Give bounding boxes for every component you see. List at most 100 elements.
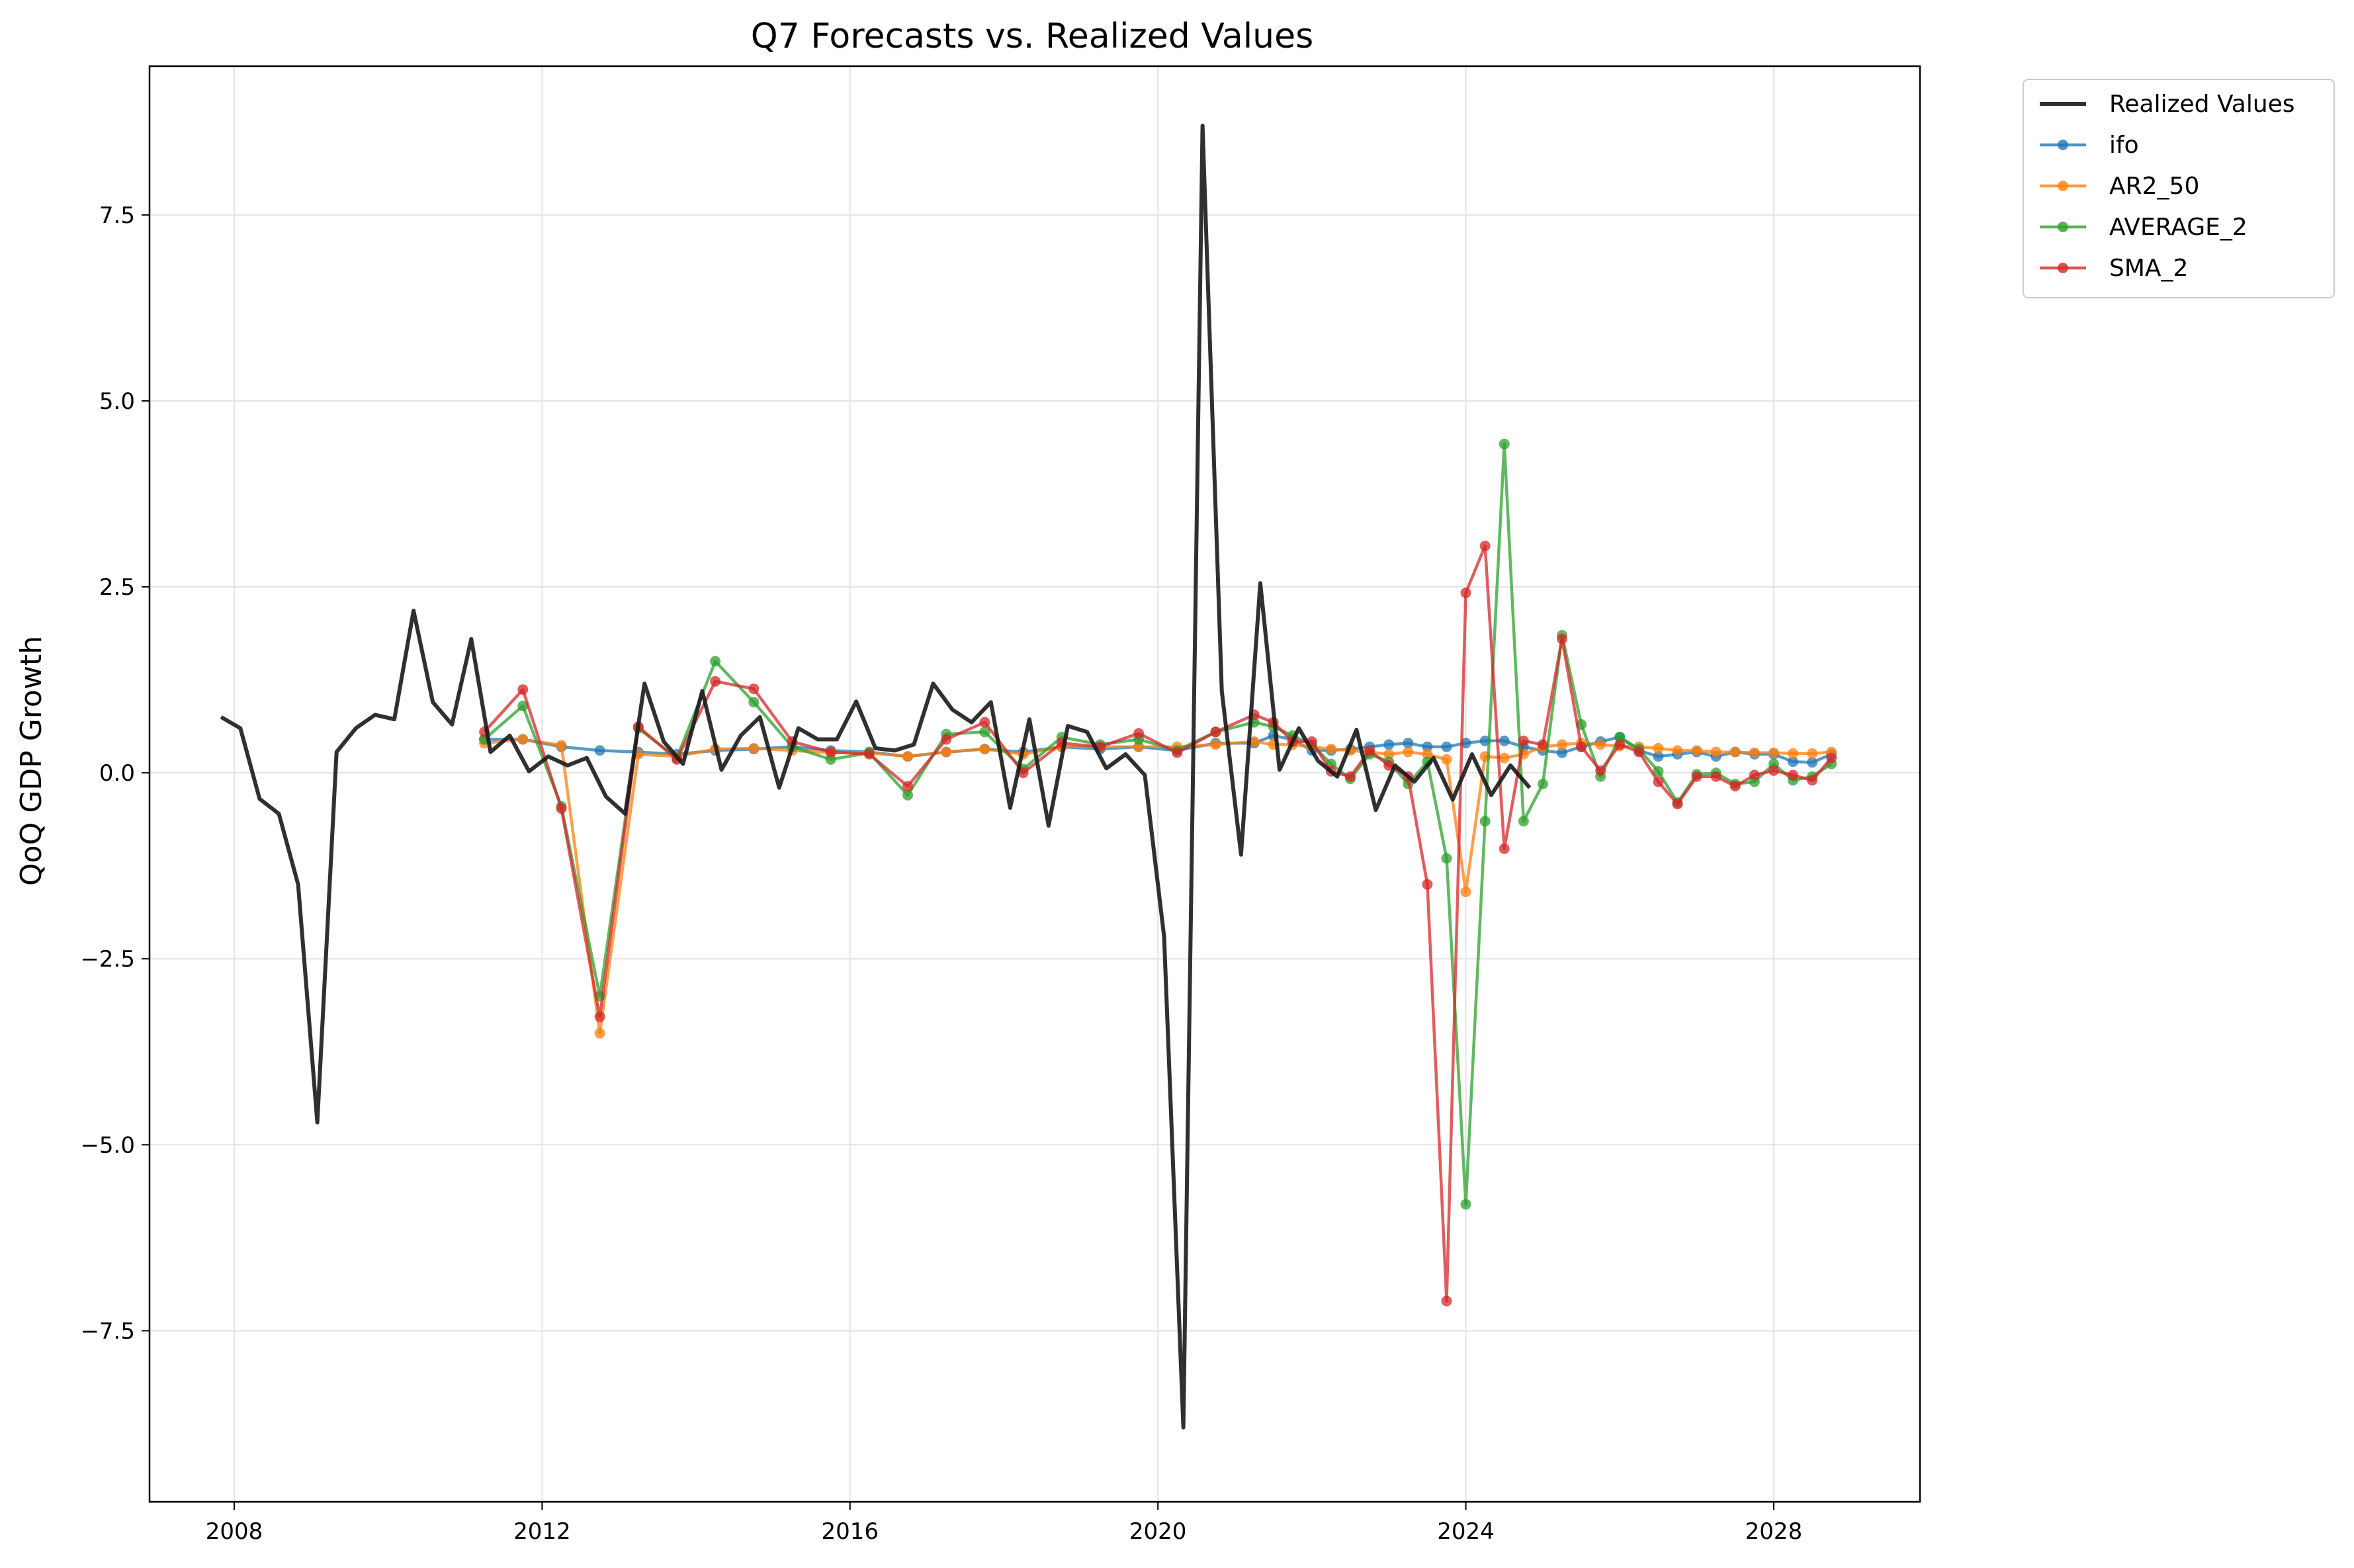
data-point-sma-2 bbox=[1479, 541, 1491, 552]
legend-label: Realized Values bbox=[2109, 91, 2295, 118]
legend: Realized Values ifo AR2_50 AVERAGE_2 SMA_2 bbox=[2023, 79, 2335, 298]
legend-box bbox=[2023, 79, 2335, 298]
legend-item-ifo: ifo bbox=[2040, 132, 2139, 159]
legend-item-ar2-50: AR2_50 bbox=[2040, 173, 2199, 200]
data-point-ifo bbox=[1653, 751, 1664, 762]
data-point-sma-2 bbox=[710, 675, 721, 687]
data-point-ifo bbox=[1441, 741, 1452, 752]
data-point-ar2-50 bbox=[1248, 736, 1260, 747]
series-realized-values bbox=[220, 123, 1532, 1430]
y-tick-label: 7.5 bbox=[99, 202, 135, 229]
data-point-sma-2 bbox=[1460, 588, 1471, 599]
data-point-ar2-50 bbox=[1788, 748, 1799, 759]
legend-label: AVERAGE_2 bbox=[2109, 214, 2247, 241]
data-point-average-2 bbox=[825, 754, 836, 765]
data-point-sma-2 bbox=[1576, 741, 1587, 752]
data-point-ar2-50 bbox=[1441, 754, 1452, 765]
data-point-average-2 bbox=[1441, 853, 1452, 864]
data-point-sma-2 bbox=[1634, 746, 1645, 758]
data-point-ar2-50 bbox=[1710, 746, 1722, 758]
data-point-ar2-50 bbox=[517, 734, 529, 745]
data-point-sma-2 bbox=[1422, 879, 1433, 890]
data-point-sma-2 bbox=[1172, 747, 1183, 758]
data-point-sma-2 bbox=[748, 683, 760, 695]
x-tick-label: 2008 bbox=[206, 1518, 263, 1545]
data-point-sma-2 bbox=[1018, 767, 1029, 779]
data-point-sma-2 bbox=[1133, 728, 1145, 739]
data-point-sma-2 bbox=[1518, 735, 1529, 746]
data-point-sma-2 bbox=[1364, 745, 1375, 756]
data-point-average-2 bbox=[902, 789, 914, 801]
data-point-sma-2 bbox=[863, 749, 875, 760]
data-point-ifo bbox=[594, 745, 605, 756]
data-point-sma-2 bbox=[902, 781, 914, 792]
legend-label: AR2_50 bbox=[2109, 173, 2199, 200]
data-point-sma-2 bbox=[1441, 1295, 1452, 1307]
data-point-sma-2 bbox=[1537, 739, 1548, 750]
x-tick-label: 2012 bbox=[513, 1518, 571, 1545]
y-tick-label: 5.0 bbox=[99, 388, 135, 415]
data-point-average-2 bbox=[748, 697, 760, 708]
y-axis-label: QoQ GDP Growth bbox=[15, 636, 48, 886]
data-point-ar2-50 bbox=[748, 743, 760, 754]
data-point-ar2-50 bbox=[902, 751, 914, 762]
data-point-ar2-50 bbox=[1768, 747, 1779, 758]
data-point-sma-2 bbox=[825, 746, 836, 758]
legend-marker bbox=[2058, 181, 2068, 191]
x-tick-label: 2016 bbox=[821, 1518, 879, 1545]
grid-lines bbox=[150, 66, 1920, 1502]
data-point-ar2-50 bbox=[1383, 749, 1395, 760]
data-point-sma-2 bbox=[556, 803, 567, 814]
data-point-sma-2 bbox=[594, 1011, 605, 1022]
data-point-ar2-50 bbox=[1556, 739, 1567, 750]
legend-item-average-2: AVERAGE_2 bbox=[2040, 214, 2247, 241]
data-point-sma-2 bbox=[1614, 739, 1626, 750]
legend-label: ifo bbox=[2109, 132, 2139, 159]
y-tick-label: 0.0 bbox=[99, 760, 135, 787]
x-tick-label: 2020 bbox=[1129, 1518, 1187, 1545]
data-point-sma-2 bbox=[941, 734, 952, 745]
data-point-ar2-50 bbox=[1691, 745, 1702, 756]
plot-frame bbox=[148, 65, 1921, 1503]
chart-title: Q7 Forecasts vs. Realized Values bbox=[751, 17, 1313, 56]
data-point-ar2-50 bbox=[1672, 745, 1683, 756]
y-tick-label: 2.5 bbox=[99, 574, 135, 601]
series-layer bbox=[220, 123, 1837, 1430]
data-point-sma-2 bbox=[1826, 752, 1837, 763]
data-point-average-2 bbox=[517, 700, 529, 711]
data-point-ar2-50 bbox=[556, 740, 567, 751]
data-point-ar2-50 bbox=[1403, 746, 1414, 758]
data-point-average-2 bbox=[710, 656, 721, 667]
data-point-sma-2 bbox=[1710, 771, 1722, 782]
data-point-sma-2 bbox=[1653, 776, 1664, 787]
data-point-ar2-50 bbox=[1653, 743, 1664, 754]
legend-item-realized-values: Realized Values bbox=[2040, 91, 2295, 118]
data-point-average-2 bbox=[1653, 765, 1664, 777]
data-point-sma-2 bbox=[1807, 775, 1818, 786]
data-point-ar2-50 bbox=[1749, 747, 1760, 758]
data-point-sma-2 bbox=[1595, 765, 1606, 776]
data-point-ar2-50 bbox=[1807, 748, 1818, 759]
legend-marker bbox=[2058, 222, 2068, 232]
data-point-ar2-50 bbox=[1595, 739, 1606, 750]
data-point-average-2 bbox=[1460, 1199, 1471, 1210]
legend-label: SMA_2 bbox=[2109, 255, 2188, 282]
data-point-ifo bbox=[1788, 756, 1799, 767]
y-tick-label: −7.5 bbox=[80, 1318, 135, 1344]
x-tick-label: 2024 bbox=[1437, 1518, 1495, 1545]
data-point-ifo bbox=[1422, 741, 1433, 752]
data-point-ar2-50 bbox=[1325, 744, 1336, 755]
data-point-sma-2 bbox=[1768, 765, 1779, 776]
data-point-average-2 bbox=[1518, 816, 1529, 827]
data-point-ar2-50 bbox=[1422, 749, 1433, 760]
data-point-average-2 bbox=[1614, 732, 1626, 743]
data-point-ar2-50 bbox=[594, 1027, 605, 1039]
data-point-ar2-50 bbox=[1210, 739, 1221, 750]
data-point-ar2-50 bbox=[1460, 887, 1471, 898]
y-tick-label: −2.5 bbox=[80, 946, 135, 973]
data-point-sma-2 bbox=[1499, 843, 1510, 854]
legend-marker bbox=[2058, 140, 2068, 150]
data-point-sma-2 bbox=[1788, 769, 1799, 781]
